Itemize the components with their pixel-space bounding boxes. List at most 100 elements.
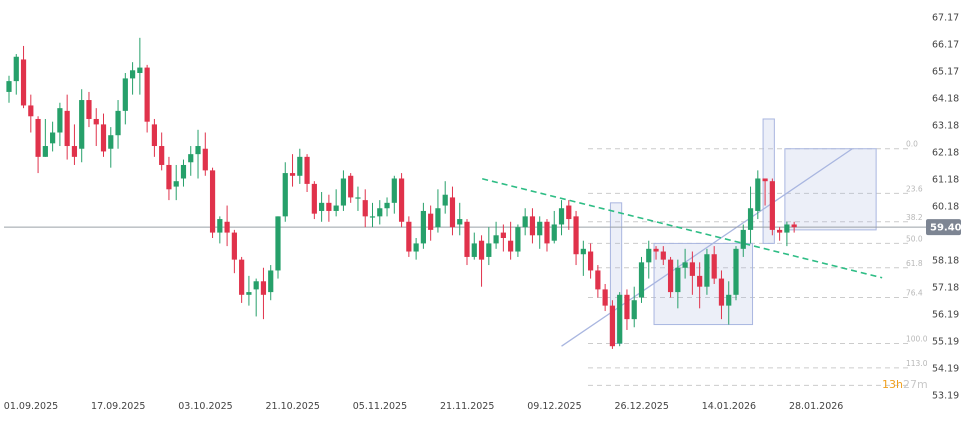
candle-down — [398, 173, 405, 228]
candle-up — [6, 75, 12, 103]
candle-up — [435, 189, 441, 233]
candle-down — [653, 246, 659, 260]
candle-up — [413, 237, 419, 260]
candle-down — [71, 124, 78, 165]
y-axis: 67.17 66.17 65.17 64.18 63.18 62.18 61.18 60.18… — [932, 13, 959, 402]
x-tick-label: 21.11.2025 — [440, 401, 494, 412]
candle-body — [369, 216, 376, 218]
y-tick-label: 55.19 — [932, 337, 959, 348]
candle-body — [755, 178, 761, 211]
candle-body — [609, 305, 616, 347]
candle-down — [609, 300, 616, 349]
candle-body — [348, 175, 354, 198]
candle-up — [784, 221, 790, 247]
candle-body — [631, 300, 637, 320]
candle-down — [660, 246, 666, 266]
candle-body — [733, 248, 739, 295]
candle-body — [646, 248, 652, 263]
candle-body — [653, 248, 659, 252]
candle-up — [617, 292, 623, 347]
candle-up — [638, 256, 645, 303]
candle-up — [755, 170, 761, 220]
fib-level-label: 61.8 — [906, 259, 923, 268]
candle-body — [340, 178, 347, 206]
fib-level-label: 100.0 — [906, 334, 928, 343]
x-tick-label: 28.01.2026 — [789, 401, 843, 412]
candle-up — [173, 164, 179, 201]
candle-body — [144, 67, 150, 122]
candle-body — [108, 135, 114, 149]
candle-down — [231, 229, 237, 274]
x-tick-label: 14.01.2026 — [702, 401, 756, 412]
x-tick-label: 03.10.2025 — [178, 401, 232, 412]
candle-down — [602, 283, 608, 312]
candle-body — [64, 110, 70, 147]
candle-down — [93, 108, 99, 147]
candle-body — [224, 221, 230, 233]
x-axis: 01.09.2025 17.09.2025 03.10.2025 21.10.2025… — [4, 401, 844, 412]
candle-down — [289, 154, 296, 187]
candle-body — [326, 202, 332, 211]
candle-down — [697, 262, 703, 309]
candle-down — [362, 189, 368, 228]
candle-up — [122, 72, 128, 125]
candle-down — [718, 270, 725, 320]
candle-up — [108, 127, 114, 168]
candle-up — [333, 189, 339, 217]
candle-body — [173, 181, 179, 187]
candles — [6, 37, 797, 349]
candle-body — [115, 110, 121, 136]
candle-body — [508, 240, 514, 252]
candle-body — [551, 224, 557, 241]
candle-body — [377, 208, 383, 217]
candle-body — [566, 205, 572, 220]
candle-up — [188, 146, 194, 176]
candle-up — [675, 259, 681, 309]
candle-up — [195, 129, 201, 179]
candle-down — [573, 210, 579, 266]
candle-up — [137, 37, 143, 95]
candle-down — [769, 178, 775, 236]
candle-body — [122, 78, 128, 111]
candle-up — [442, 181, 448, 214]
candle-body — [478, 240, 485, 260]
y-tick-label: 66.17 — [932, 40, 959, 51]
candle-body — [515, 227, 521, 252]
candle-body — [333, 205, 339, 211]
y-tick-label: 53.19 — [932, 391, 959, 402]
x-tick-label: 26.12.2025 — [614, 401, 668, 412]
candle-body — [638, 262, 645, 298]
candle-down — [348, 173, 354, 203]
candle-body — [602, 289, 608, 306]
candle-body — [558, 208, 565, 225]
candle-up — [515, 224, 521, 257]
x-tick-label: 09.12.2025 — [527, 401, 581, 412]
candle-down — [791, 221, 797, 233]
drawing-overlays — [561, 118, 877, 347]
candle-down — [762, 178, 768, 206]
last-price-tag: 59.40 — [926, 219, 962, 236]
candle-body — [747, 208, 754, 230]
candle-body — [493, 235, 499, 244]
candle-body — [166, 164, 172, 190]
candle-body — [689, 262, 695, 276]
overlay-box — [609, 202, 623, 344]
candle-up — [682, 248, 688, 279]
candle-up — [13, 54, 19, 95]
candle-body — [246, 292, 252, 295]
candle-down — [100, 113, 107, 157]
candle-body — [769, 181, 775, 230]
candle-down — [711, 246, 717, 284]
candle-up — [740, 224, 746, 257]
candle-down — [667, 256, 674, 298]
candle-up — [733, 246, 739, 301]
candle-down — [566, 200, 572, 230]
candle-up — [471, 232, 477, 260]
candle-up — [369, 202, 376, 228]
candle-down — [529, 208, 536, 244]
candle-down — [544, 219, 550, 252]
candle-down — [28, 94, 34, 133]
candle-up — [297, 148, 303, 184]
candle-down — [64, 94, 70, 160]
